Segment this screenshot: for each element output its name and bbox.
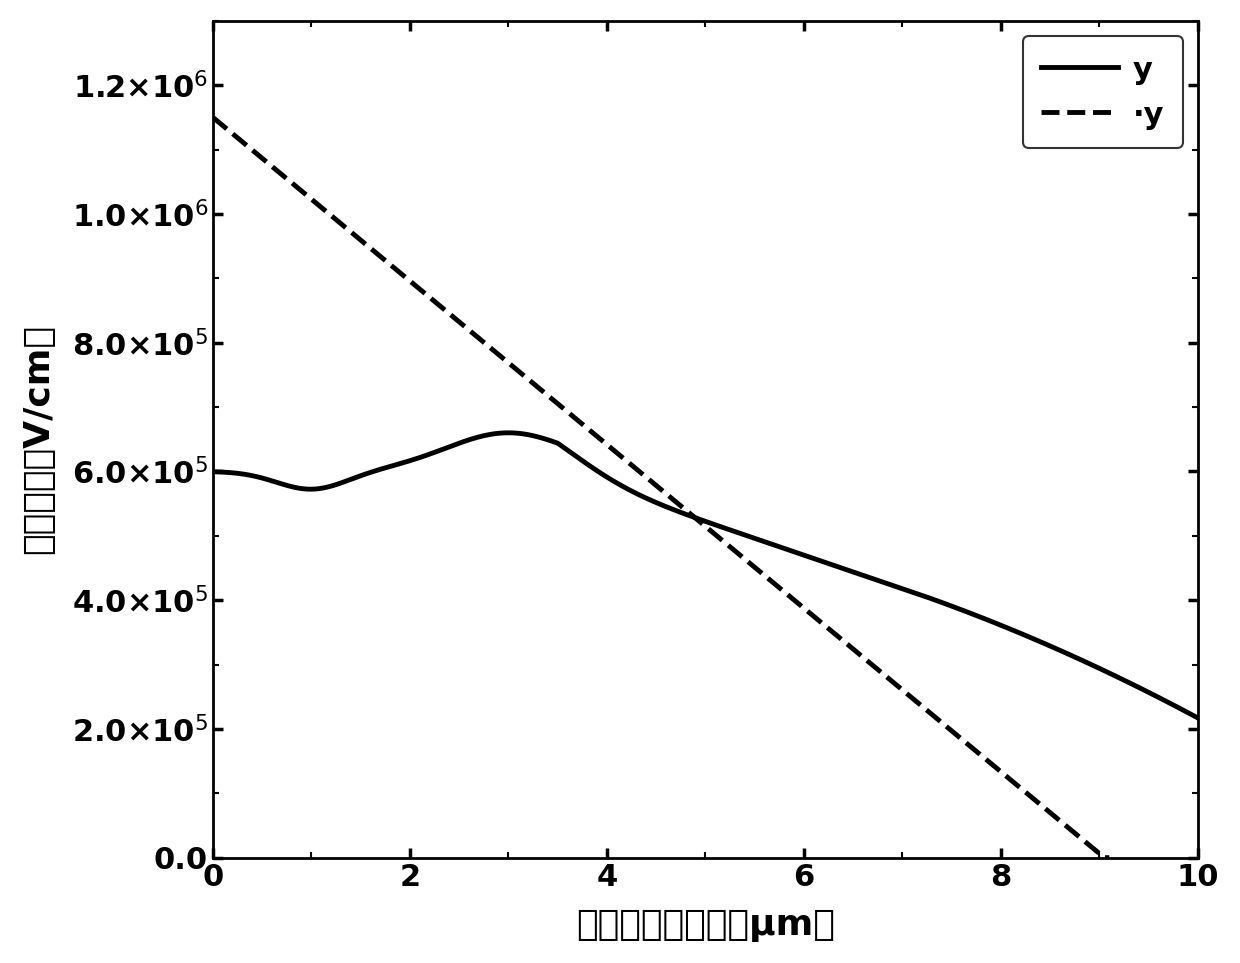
y bbox=[206, 466, 221, 478]
·y bbox=[252, 149, 267, 161]
·y bbox=[206, 112, 221, 123]
·y bbox=[618, 454, 632, 465]
y bbox=[1162, 697, 1177, 709]
·y bbox=[911, 698, 926, 710]
X-axis label: 距离表面的距离（μm）: 距离表面的距离（μm） bbox=[577, 908, 835, 942]
Y-axis label: 电场强度（V/cm）: 电场强度（V/cm） bbox=[21, 325, 55, 555]
y bbox=[658, 501, 673, 512]
y bbox=[684, 511, 699, 523]
Legend: y, ·y: y, ·y bbox=[1023, 36, 1183, 148]
·y bbox=[1102, 852, 1117, 864]
y bbox=[1162, 697, 1177, 709]
Line: ·y: ·y bbox=[213, 117, 1110, 858]
·y bbox=[641, 474, 656, 485]
y bbox=[982, 614, 997, 626]
·y bbox=[1075, 834, 1090, 846]
Line: y: y bbox=[213, 432, 1198, 718]
y bbox=[255, 473, 270, 484]
y bbox=[1190, 713, 1205, 724]
·y bbox=[1097, 852, 1112, 864]
y bbox=[501, 427, 516, 438]
·y bbox=[1076, 834, 1091, 846]
